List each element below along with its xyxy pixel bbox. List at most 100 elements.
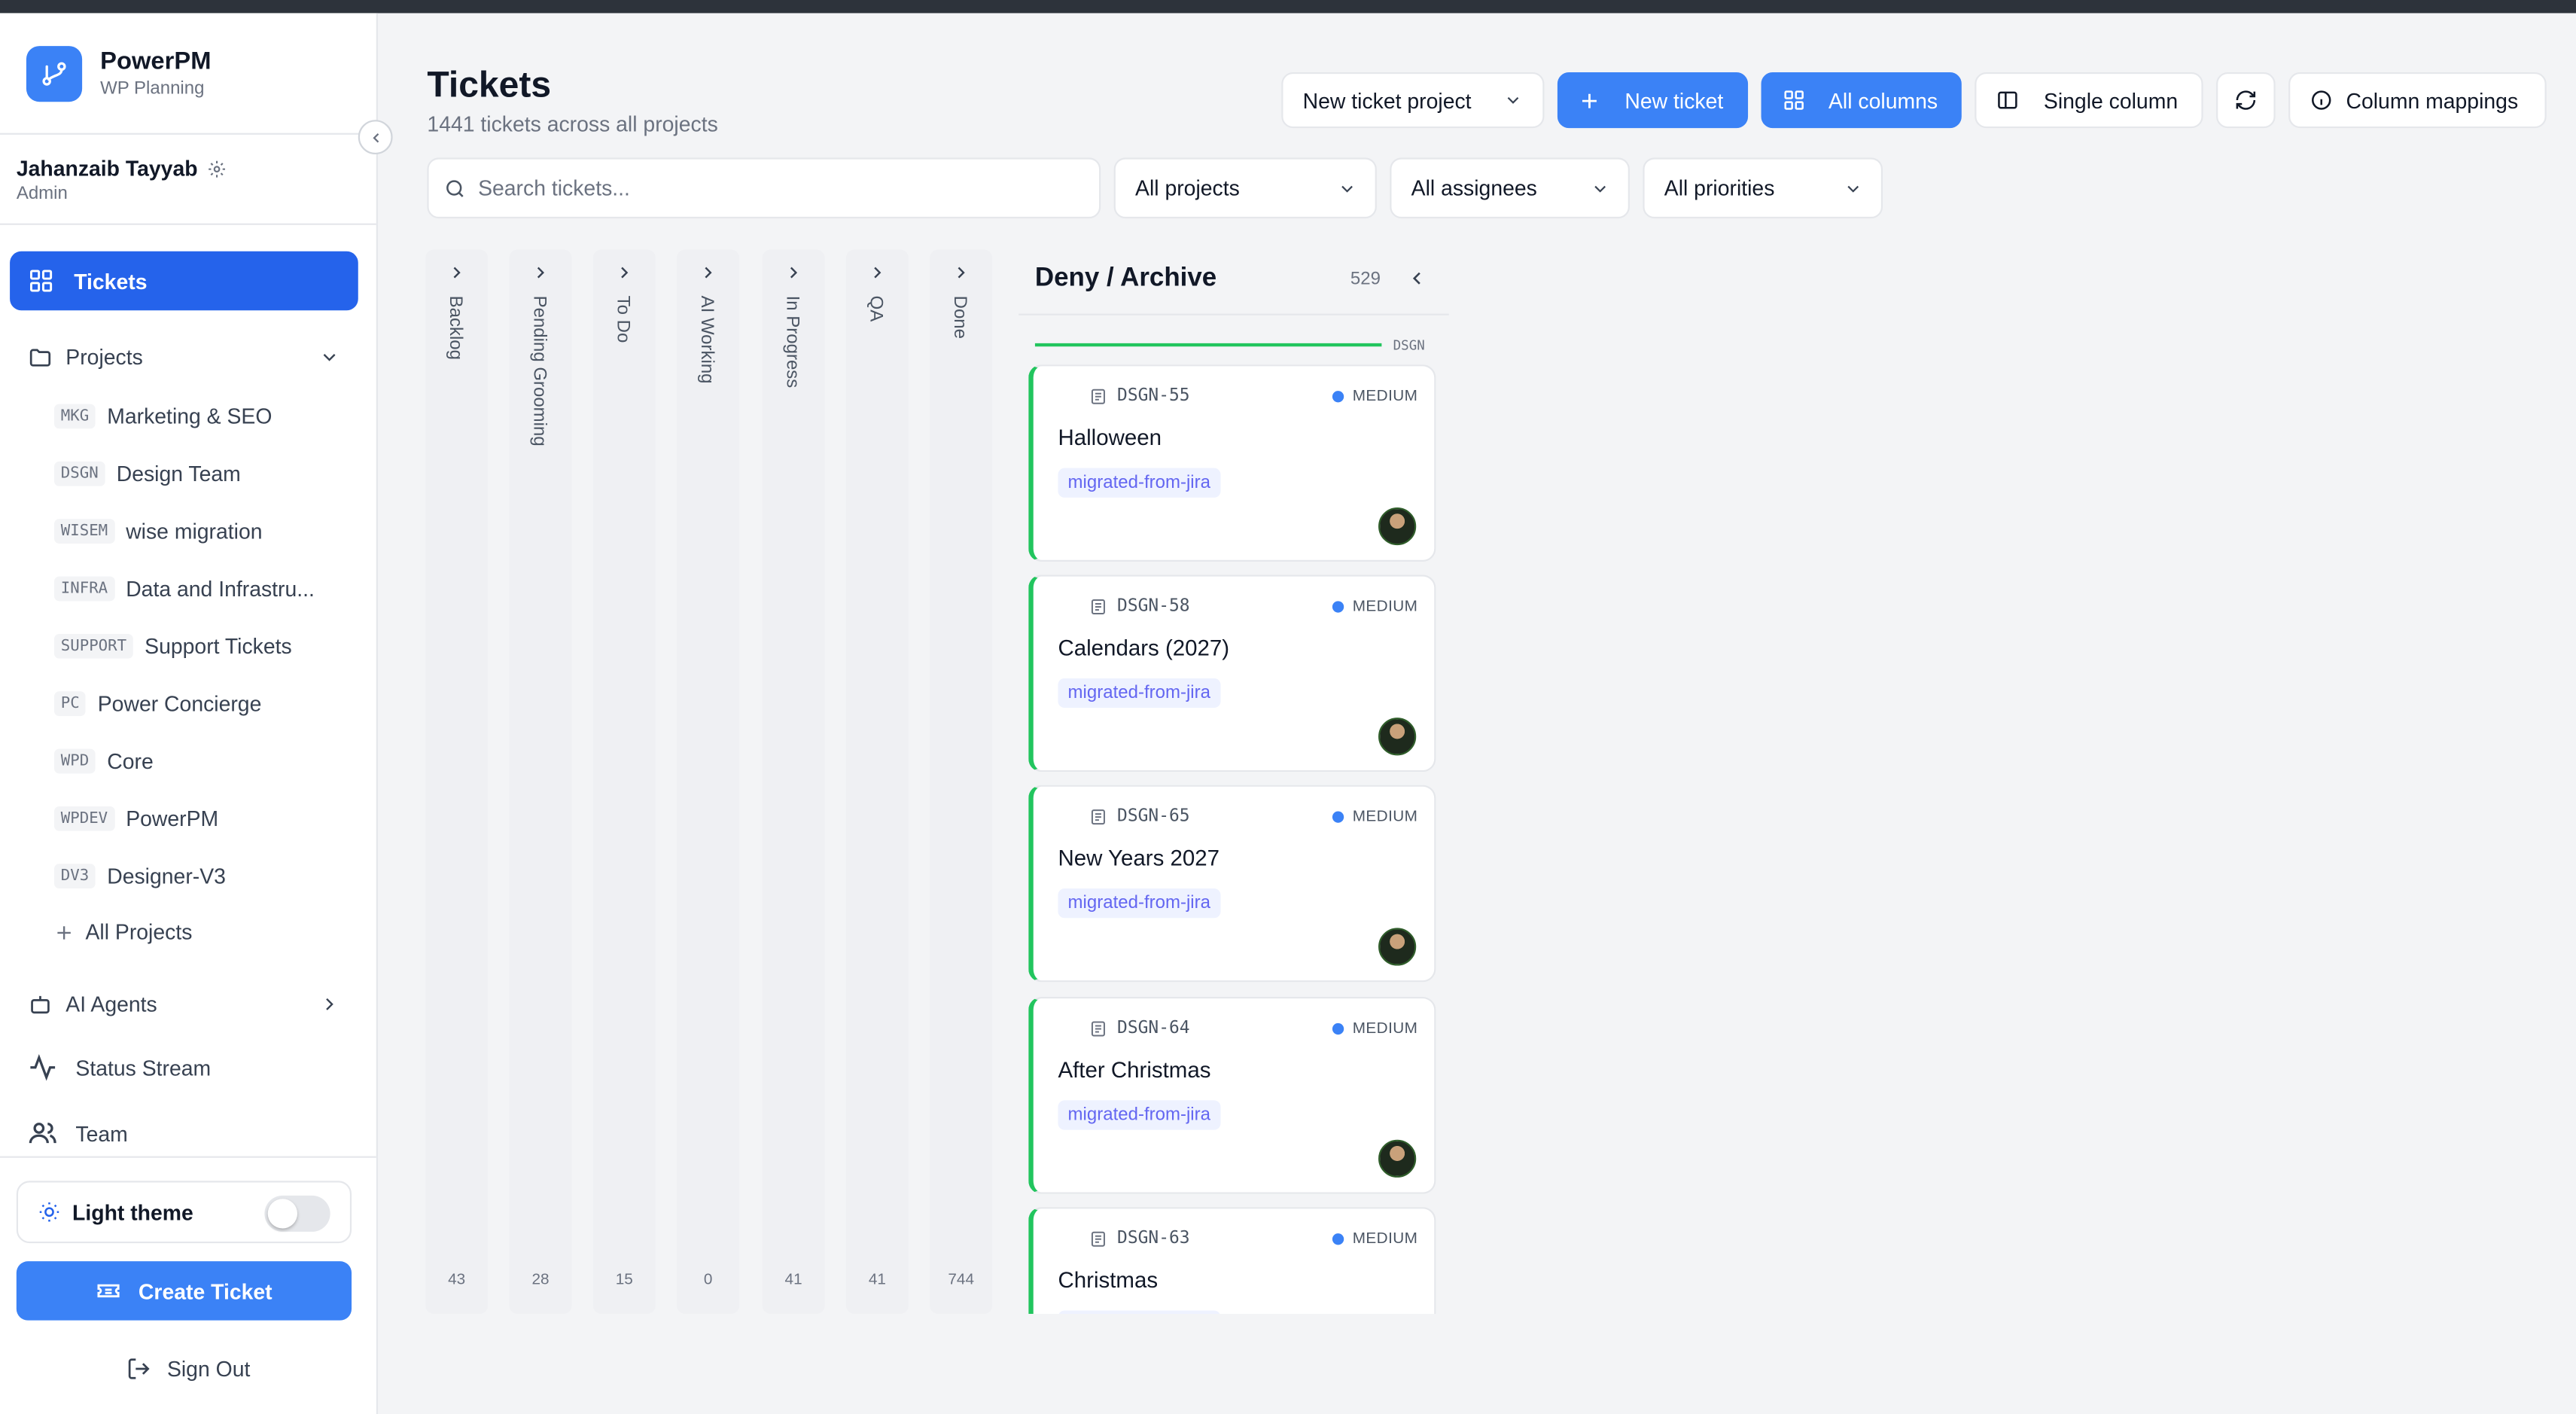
projects-filter[interactable]: All projects bbox=[1113, 157, 1377, 219]
project-code: DV3 bbox=[54, 864, 96, 889]
gear-icon[interactable] bbox=[208, 160, 227, 179]
avatar bbox=[1378, 718, 1417, 756]
column-header: Deny / Archive 529 bbox=[1019, 250, 1449, 315]
window-top-bar bbox=[0, 0, 2576, 14]
ticket-key: DSGN-65 bbox=[1089, 806, 1190, 826]
project-item[interactable]: WISEM wise migration bbox=[54, 519, 263, 544]
project-item[interactable]: WPDEV PowerPM bbox=[54, 806, 218, 831]
create-ticket-button[interactable]: Create Ticket bbox=[16, 1261, 352, 1321]
ticket-card[interactable]: DSGN-55 MEDIUM Halloween migrated-from-j… bbox=[1028, 364, 1436, 562]
column-label: QA bbox=[866, 295, 886, 322]
nav-team[interactable]: Team bbox=[28, 1118, 128, 1147]
refresh-button[interactable] bbox=[2216, 72, 2276, 129]
project-item[interactable]: PC Power Concierge bbox=[54, 691, 261, 717]
nav-team-label: Team bbox=[75, 1120, 128, 1146]
theme-label: Light theme bbox=[72, 1199, 193, 1225]
column-label: Done bbox=[949, 295, 970, 339]
bot-icon bbox=[28, 992, 53, 1016]
ticket-title: Christmas bbox=[1058, 1267, 1159, 1293]
project-code: INFRA bbox=[54, 576, 114, 602]
ticket-card[interactable]: DSGN-63 MEDIUM Christmas migrated-from-j… bbox=[1028, 1207, 1436, 1314]
ticket-type-icon bbox=[1089, 597, 1107, 615]
nav-status-stream[interactable]: Status Stream bbox=[28, 1053, 211, 1082]
plus-icon bbox=[54, 922, 74, 942]
avatar bbox=[1378, 507, 1417, 546]
column-done[interactable]: Done 744 bbox=[930, 249, 993, 1314]
project-item[interactable]: INFRA Data and Infrastru... bbox=[54, 576, 315, 602]
all-projects-link[interactable]: All Projects bbox=[54, 919, 192, 944]
nav-projects-label: Projects bbox=[65, 345, 143, 370]
project-item[interactable]: DV3 Designer-V3 bbox=[54, 864, 226, 889]
ticket-card[interactable]: DSGN-65 MEDIUM New Years 2027 migrated-f… bbox=[1028, 785, 1436, 983]
column-count: 28 bbox=[531, 1271, 550, 1290]
chevron-left-icon bbox=[372, 132, 379, 142]
column-in-progress[interactable]: In Progress 41 bbox=[762, 249, 825, 1314]
sun-icon bbox=[38, 1200, 61, 1224]
log-out-icon bbox=[126, 1357, 151, 1382]
column-label: In Progress bbox=[781, 295, 802, 389]
ticket-key: DSGN-55 bbox=[1089, 386, 1190, 406]
avatar bbox=[1378, 1139, 1417, 1178]
page-title: Tickets bbox=[427, 64, 552, 105]
divider bbox=[0, 133, 376, 135]
ticket-tag: migrated-from-jira bbox=[1058, 888, 1221, 919]
ticket-tag: migrated-from-jira bbox=[1058, 1310, 1221, 1314]
project-name: Data and Infrastru... bbox=[126, 576, 315, 602]
ticket-card[interactable]: DSGN-58 MEDIUM Calendars (2027) migrated… bbox=[1028, 574, 1436, 773]
search-input[interactable] bbox=[478, 175, 1070, 201]
sidebar-collapse-button[interactable] bbox=[358, 120, 393, 155]
project-item[interactable]: SUPPORT Support Tickets bbox=[54, 633, 292, 659]
toggle-knob bbox=[267, 1199, 298, 1229]
ticket-title: Calendars (2027) bbox=[1058, 635, 1230, 660]
ticket-card[interactable]: DSGN-64 MEDIUM After Christmas migrated-… bbox=[1028, 996, 1436, 1194]
nav-status-stream-label: Status Stream bbox=[75, 1055, 212, 1080]
activity-icon bbox=[28, 1053, 57, 1082]
project-code: WISEM bbox=[54, 519, 114, 544]
column-ai-working[interactable]: AI Working 0 bbox=[677, 249, 740, 1314]
column-count: 43 bbox=[448, 1271, 466, 1290]
project-name: Design Team bbox=[116, 461, 241, 486]
brand[interactable]: PowerPM WP Planning bbox=[26, 46, 212, 102]
nav-projects[interactable]: Projects bbox=[28, 345, 340, 370]
assignees-filter[interactable]: All assignees bbox=[1390, 157, 1630, 219]
chevron-left-icon[interactable] bbox=[1406, 268, 1427, 297]
sign-out-button[interactable]: Sign Out bbox=[0, 1357, 376, 1382]
project-item[interactable]: DSGN Design Team bbox=[54, 461, 241, 486]
column-count: 15 bbox=[615, 1271, 633, 1290]
chevron-down-icon bbox=[1337, 179, 1357, 199]
ticket-icon bbox=[96, 1278, 122, 1304]
chevron-down-icon bbox=[1503, 90, 1523, 110]
priorities-filter[interactable]: All priorities bbox=[1643, 157, 1883, 219]
chevron-right-icon bbox=[318, 994, 340, 1015]
theme-toggle[interactable] bbox=[264, 1195, 330, 1232]
single-column-button[interactable]: Single column bbox=[1975, 72, 2203, 129]
column-label: Backlog bbox=[445, 295, 465, 360]
column-title: Deny / Archive bbox=[1034, 264, 1217, 293]
column-backlog[interactable]: Backlog 43 bbox=[425, 249, 489, 1314]
ticket-project-select[interactable]: New ticket project bbox=[1281, 72, 1545, 129]
ticket-key: DSGN-58 bbox=[1089, 596, 1190, 616]
all-columns-button[interactable]: All columns bbox=[1761, 72, 1962, 129]
chevron-right-icon bbox=[952, 261, 971, 291]
user-info: Jahanzaib Tayyab Admin bbox=[17, 156, 227, 205]
column-mappings-button[interactable]: Column mappings bbox=[2288, 72, 2547, 129]
ticket-title: New Years 2027 bbox=[1058, 846, 1220, 871]
ticket-tag: migrated-from-jira bbox=[1058, 1100, 1221, 1130]
grid-icon bbox=[1783, 89, 1806, 112]
column-count: 0 bbox=[703, 1271, 713, 1290]
project-item[interactable]: MKG Marketing & SEO bbox=[54, 404, 272, 429]
new-ticket-button[interactable]: New ticket bbox=[1557, 72, 1749, 129]
git-branch-icon bbox=[26, 46, 83, 102]
nav-ai-agents-label: AI Agents bbox=[65, 992, 157, 1017]
column-pending-grooming[interactable]: Pending Grooming 28 bbox=[509, 249, 572, 1314]
chevron-right-icon bbox=[699, 261, 718, 291]
nav-tickets[interactable]: Tickets bbox=[10, 251, 358, 311]
nav-ai-agents[interactable]: AI Agents bbox=[28, 992, 340, 1016]
column-qa[interactable]: QA 41 bbox=[845, 249, 909, 1314]
user-name: Jahanzaib Tayyab bbox=[16, 156, 198, 181]
chevron-right-icon bbox=[531, 261, 550, 291]
search-box bbox=[427, 157, 1101, 219]
project-item[interactable]: WPD Core bbox=[54, 748, 154, 774]
column-to-do[interactable]: To Do 15 bbox=[592, 249, 656, 1314]
